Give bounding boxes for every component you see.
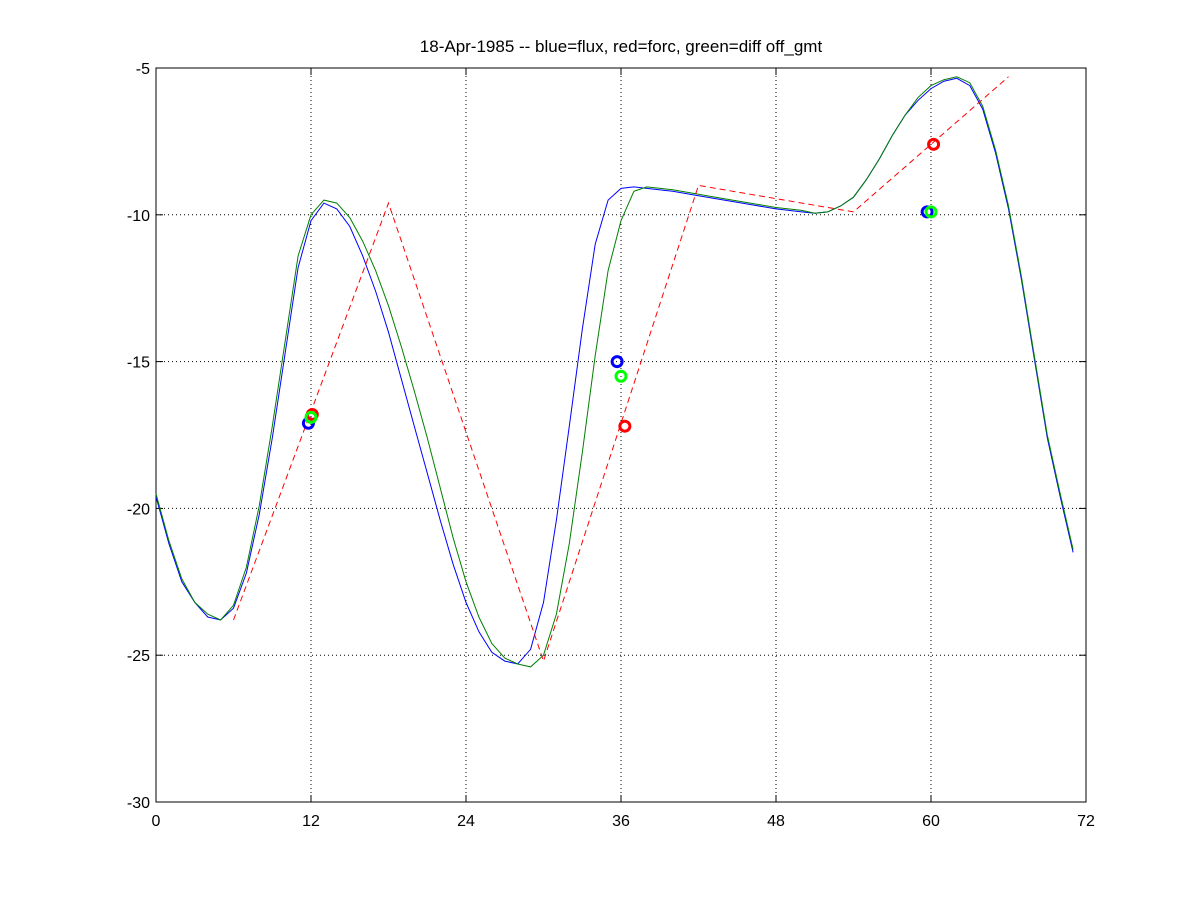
y-tick-label: -10: [127, 208, 150, 225]
series-line-1: [155, 76, 1074, 668]
x-tick-label: 72: [1077, 813, 1095, 830]
data-point-marker: [618, 419, 632, 433]
y-tick-label: -30: [127, 795, 150, 812]
y-tick-label: -5: [136, 61, 150, 78]
y-tick-label: -25: [127, 648, 150, 665]
data-point-marker: [927, 137, 941, 151]
series-line-2: [233, 76, 1009, 663]
chart-title: 18-Apr-1985 -- blue=flux, red=forc, gree…: [420, 37, 823, 56]
data-point-marker: [614, 369, 628, 383]
data-point-marker: [304, 410, 318, 424]
series-line-0: [155, 77, 1074, 665]
x-tick-label: 0: [152, 813, 161, 830]
data-series: [155, 76, 1074, 668]
data-point-marker: [924, 205, 938, 219]
axis-ticks: [155, 67, 1087, 803]
x-tick-label: 48: [767, 813, 785, 830]
x-tick-label: 24: [457, 813, 475, 830]
y-tick-labels: -5 -10 -15 -20 -25 -30: [127, 61, 150, 812]
y-tick-label: -15: [127, 355, 150, 372]
data-point-marker: [610, 355, 624, 369]
x-tick-labels: 0 12 24 36 48 60 72: [152, 813, 1095, 830]
x-tick-label: 60: [922, 813, 940, 830]
data-markers: [301, 137, 941, 433]
x-tick-label: 36: [612, 813, 630, 830]
y-tick-label: -20: [127, 501, 150, 518]
x-tick-label: 12: [302, 813, 320, 830]
